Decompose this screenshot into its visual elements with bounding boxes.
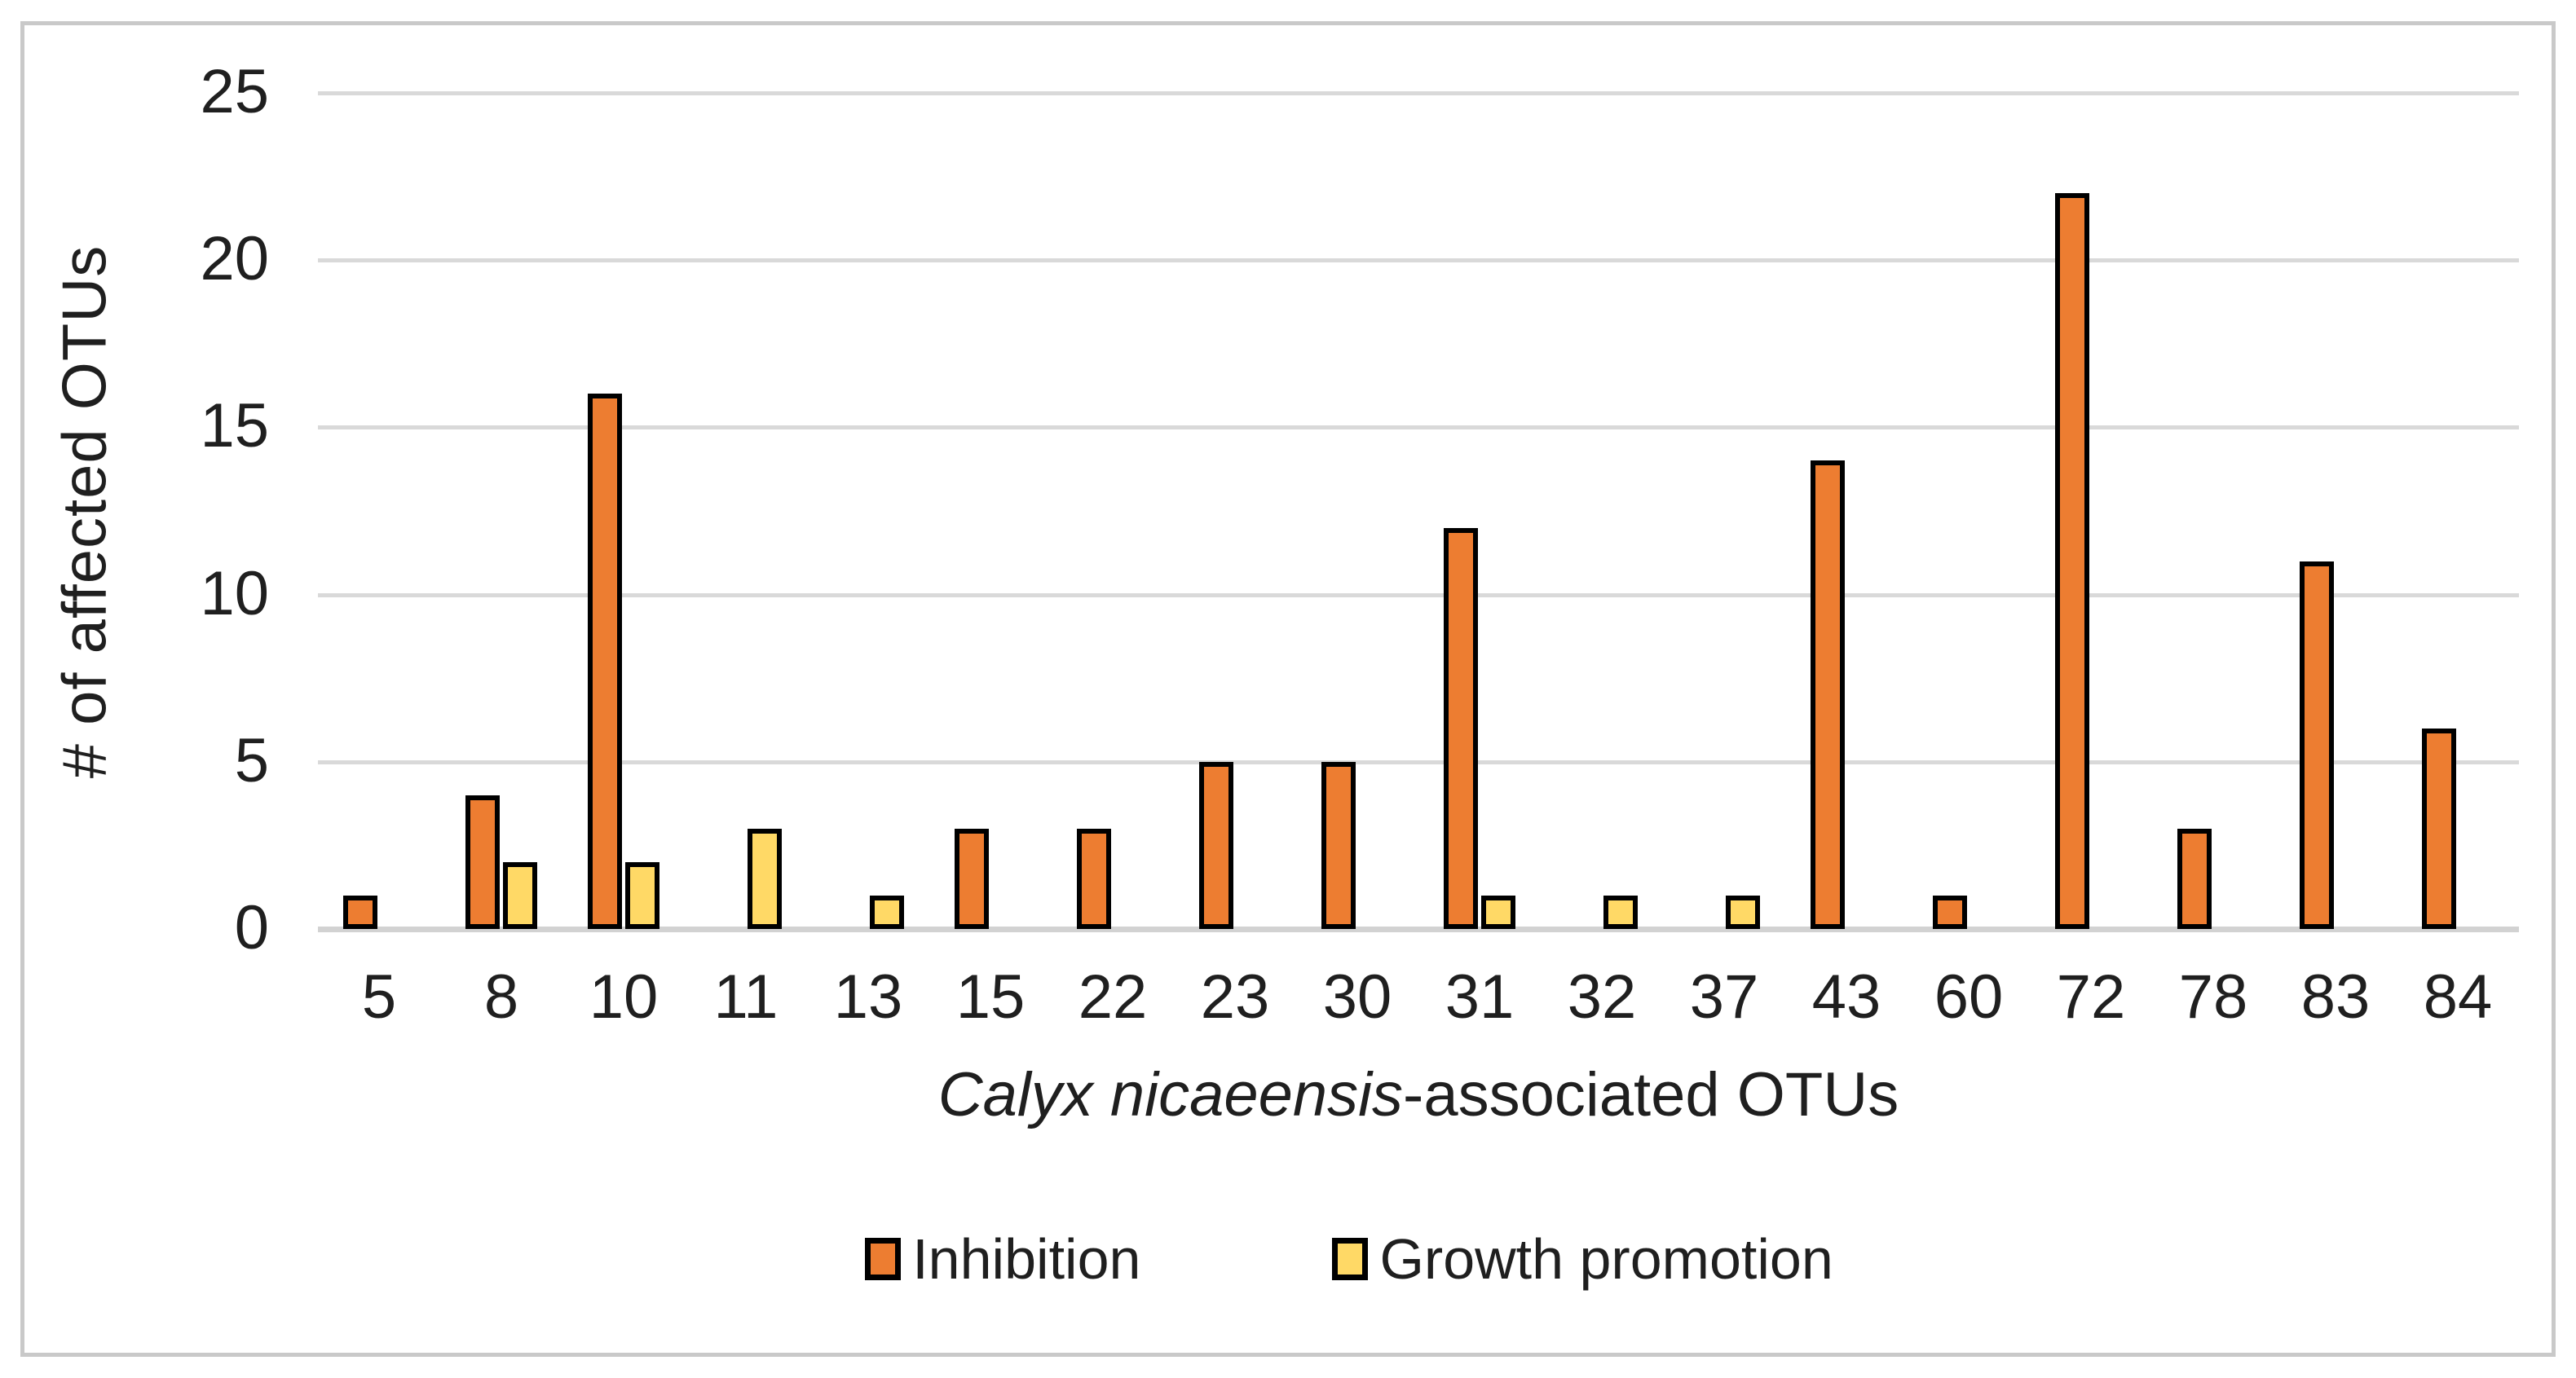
inhibition-swatch-icon	[865, 1238, 902, 1280]
x-tick-label-13: 13	[833, 962, 903, 1032]
y-tick-label-10: 10	[200, 558, 269, 628]
x-tick-label-78: 78	[2178, 962, 2248, 1032]
figure-border	[20, 21, 2556, 1357]
x-axis-title: Calyx nicaeensis-associated OTUs	[318, 1059, 2519, 1130]
bar-growth-promotion-otu-8	[503, 862, 537, 929]
x-tick-label-83: 83	[2300, 962, 2371, 1032]
bar-growth-promotion-otu-32	[1603, 896, 1638, 929]
gridline-y-0	[318, 927, 2519, 932]
bar-inhibition-otu-60	[1933, 896, 1967, 929]
x-tick-label-23: 23	[1200, 962, 1270, 1032]
bar-inhibition-otu-10	[588, 394, 622, 929]
bar-inhibition-otu-30	[1321, 762, 1356, 929]
x-tick-label-43: 43	[1811, 962, 1881, 1032]
legend-item-inhibition: Inhibition	[865, 1226, 1140, 1292]
bar-growth-promotion-otu-11	[748, 829, 782, 929]
bar-growth-promotion-otu-10	[625, 862, 659, 929]
y-axis-tick-labels: 0 5 10 15 20 25	[0, 0, 269, 1378]
bar-inhibition-otu-5	[343, 896, 377, 929]
gridline-y-20	[318, 258, 2519, 263]
x-tick-label-72: 72	[2056, 962, 2126, 1032]
x-tick-label-15: 15	[955, 962, 1026, 1032]
legend: Inhibition Growth promotion	[0, 1226, 2576, 1292]
gridline-y-15	[318, 425, 2519, 430]
x-tick-label-32: 32	[1567, 962, 1637, 1032]
y-tick-label-5: 5	[234, 725, 269, 795]
x-tick-label-5: 5	[361, 962, 397, 1032]
bar-growth-promotion-otu-13	[870, 896, 904, 929]
legend-label-inhibition: Inhibition	[912, 1227, 1141, 1291]
y-tick-label-0: 0	[234, 892, 269, 962]
x-tick-label-10: 10	[589, 962, 659, 1032]
bar-inhibition-otu-43	[1811, 460, 1845, 929]
bar-inhibition-otu-23	[1199, 762, 1233, 929]
legend-label-growth-promotion: Growth promotion	[1379, 1227, 1833, 1291]
x-axis-tick-labels: 5 8 10 11 13 15 22 23 30 31 32 37 43 60 72 78 83 84	[318, 962, 2519, 1035]
gridline-y-10	[318, 592, 2519, 597]
x-tick-label-22: 22	[1078, 962, 1148, 1032]
y-tick-label-20: 20	[200, 223, 269, 293]
bar-inhibition-otu-31	[1444, 528, 1478, 929]
y-tick-label-25: 25	[200, 56, 269, 126]
x-tick-label-11: 11	[713, 962, 779, 1032]
x-axis-title-species: Calyx nicaeensis	[937, 1060, 1404, 1129]
x-tick-label-30: 30	[1322, 962, 1392, 1032]
bar-inhibition-otu-15	[955, 829, 989, 929]
plot-area	[318, 91, 2519, 932]
bar-inhibition-otu-78	[2177, 829, 2212, 929]
bar-inhibition-otu-83	[2300, 561, 2334, 929]
x-tick-label-84: 84	[2423, 962, 2493, 1032]
gridline-y-5	[318, 759, 2519, 764]
bar-growth-promotion-otu-31	[1481, 896, 1515, 929]
x-axis-title-rest: -associated OTUs	[1403, 1060, 1899, 1129]
bar-inhibition-otu-84	[2422, 729, 2456, 929]
x-tick-label-8: 8	[483, 962, 519, 1032]
gridline-y-25	[318, 91, 2519, 95]
legend-item-growth-promotion: Growth promotion	[1332, 1226, 1833, 1292]
y-tick-label-15: 15	[200, 391, 269, 461]
x-tick-label-37: 37	[1689, 962, 1759, 1032]
bar-inhibition-otu-22	[1077, 829, 1111, 929]
bar-inhibition-otu-8	[465, 795, 500, 929]
bar-growth-promotion-otu-37	[1726, 896, 1760, 929]
x-tick-label-31: 31	[1445, 962, 1515, 1032]
growth-promotion-swatch-icon	[1332, 1238, 1369, 1280]
x-tick-label-60: 60	[1934, 962, 2004, 1032]
bar-inhibition-otu-72	[2055, 193, 2089, 929]
